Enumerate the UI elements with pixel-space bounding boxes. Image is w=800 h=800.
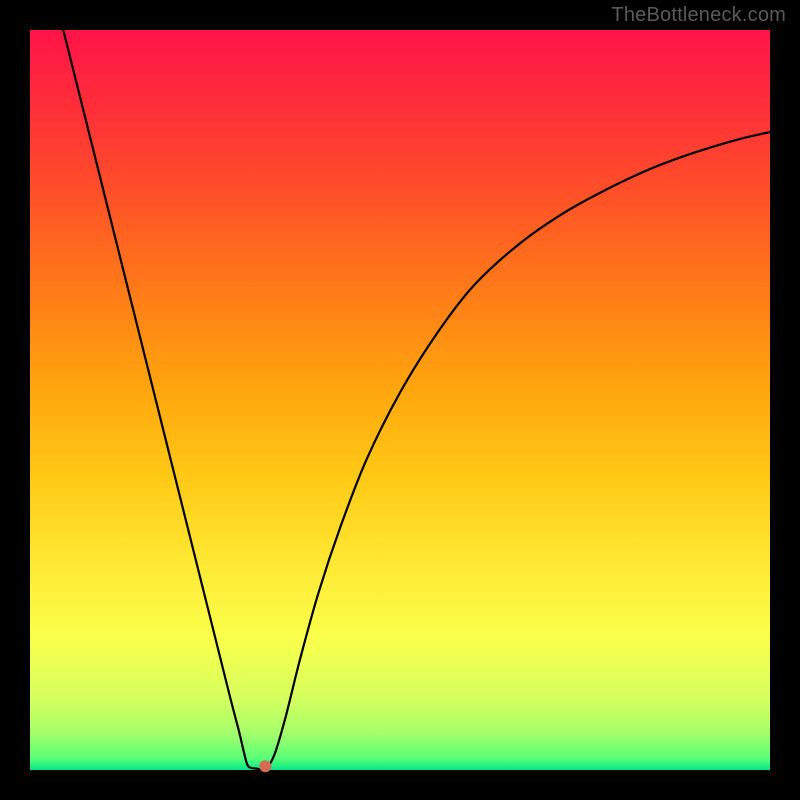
minimum-marker [259,760,271,772]
plot-background [30,30,770,770]
watermark-text: TheBottleneck.com [611,4,786,27]
chart-container: TheBottleneck.com [0,0,800,800]
bottleneck-chart [0,0,800,800]
